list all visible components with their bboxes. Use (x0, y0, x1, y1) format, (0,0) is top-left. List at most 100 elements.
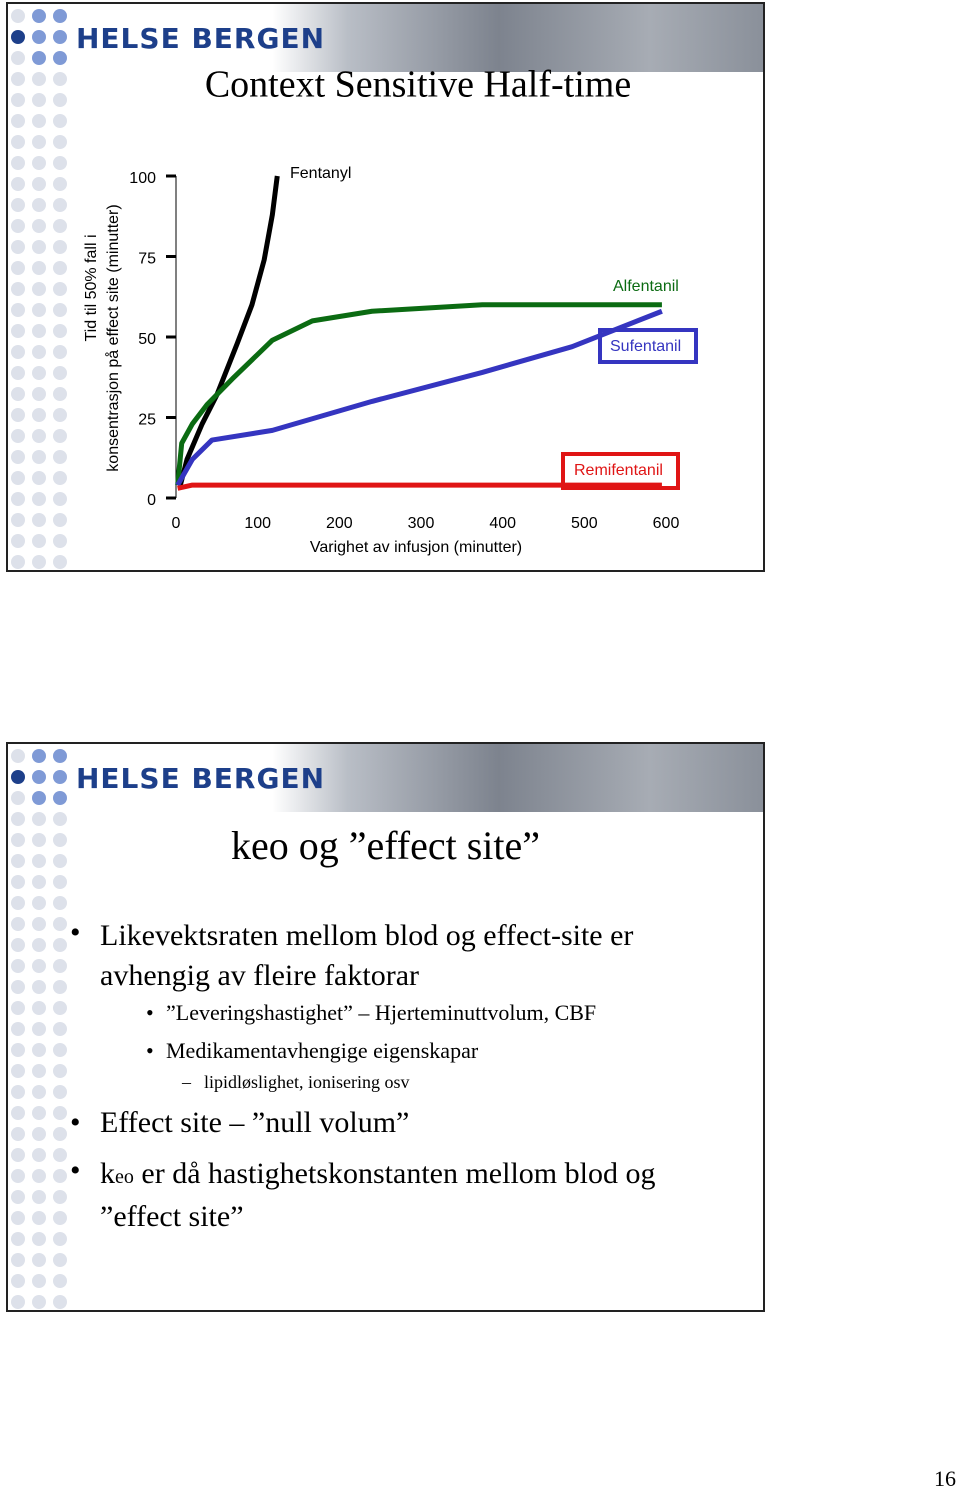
dot (53, 1274, 67, 1288)
dot (11, 555, 25, 569)
dot (11, 938, 25, 952)
dot (32, 770, 46, 784)
x-tick-label: 600 (653, 515, 680, 532)
dot (53, 1001, 67, 1015)
x-tick-label: 300 (408, 515, 435, 532)
dot (53, 282, 67, 296)
bullet-mark: • (70, 916, 81, 949)
dot (11, 513, 25, 527)
dot (32, 219, 46, 233)
dot (11, 1169, 25, 1183)
dot (53, 156, 67, 170)
bullet-mark: • (146, 1000, 154, 1025)
label-box (561, 452, 680, 490)
dot (32, 156, 46, 170)
dot (53, 896, 67, 910)
subscript: eo (115, 1166, 134, 1188)
dot (32, 1190, 46, 1204)
y-tick-label: 100 (129, 170, 156, 187)
dot (11, 1064, 25, 1078)
x-tick-label: 0 (172, 515, 181, 532)
dot (11, 1127, 25, 1141)
chart: Context Sensitive Half-time Tid til 50% … (83, 64, 698, 556)
dot (11, 1148, 25, 1162)
dot (11, 770, 25, 784)
text: er då hastighetskonstanten mellom blod o… (100, 1157, 663, 1233)
dot (11, 261, 25, 275)
header-band (8, 4, 763, 72)
dot (32, 1274, 46, 1288)
dot (11, 366, 25, 380)
page-number: 16 (934, 1466, 956, 1491)
bullet-mark: • (70, 1154, 81, 1187)
dot (32, 1043, 46, 1057)
dot (32, 1232, 46, 1246)
dot (32, 1106, 46, 1120)
series-label: Alfentanil (613, 278, 679, 295)
dot (53, 1022, 67, 1036)
dot (53, 261, 67, 275)
x-tick-label: 400 (489, 515, 516, 532)
dot (53, 93, 67, 107)
dot (11, 896, 25, 910)
dot (53, 471, 67, 485)
dot (11, 429, 25, 443)
dot (32, 1295, 46, 1309)
dot (53, 749, 67, 763)
dot (11, 875, 25, 889)
bullet-mark: – (182, 1072, 191, 1092)
dot (11, 534, 25, 548)
x-axis-label: Varighet av infusjon (minutter) (310, 539, 522, 556)
dot (11, 854, 25, 868)
dot (53, 770, 67, 784)
dot (11, 1190, 25, 1204)
dot (32, 324, 46, 338)
dot (53, 1064, 67, 1078)
bullet-mark: • (70, 1106, 81, 1139)
dot (32, 366, 46, 380)
dot (53, 345, 67, 359)
dot (53, 1169, 67, 1183)
series-line (175, 302, 662, 486)
dot (11, 324, 25, 338)
dot (11, 959, 25, 973)
dot (11, 1043, 25, 1057)
dot (32, 1253, 46, 1267)
dot (53, 51, 67, 65)
x-tick-label: 100 (244, 515, 271, 532)
sub-bullet: Medikamentavhengige eigenskapar (166, 1038, 479, 1063)
dot (11, 1022, 25, 1036)
dot (32, 980, 46, 994)
dot (11, 471, 25, 485)
slide: HELSE BERGEN Context Sensitive Half-time… (6, 2, 765, 572)
dot (11, 282, 25, 296)
dot (32, 875, 46, 889)
dot (53, 114, 67, 128)
dot (11, 980, 25, 994)
dot (11, 812, 25, 826)
dot (32, 9, 46, 23)
dot (32, 513, 46, 527)
series-label: Sufentanil (610, 338, 681, 355)
bullet: keo er då hastighetskonstanten mellom bl… (100, 1154, 720, 1237)
dots (11, 9, 67, 569)
dot (32, 282, 46, 296)
dot (11, 492, 25, 506)
y-tick-label: 25 (138, 412, 156, 429)
dot (32, 1211, 46, 1225)
dot (11, 387, 25, 401)
dot (32, 387, 46, 401)
dot (53, 875, 67, 889)
dot (53, 177, 67, 191)
dot (53, 366, 67, 380)
dot (11, 1001, 25, 1015)
dot (53, 513, 67, 527)
dot (32, 749, 46, 763)
dot (53, 812, 67, 826)
dot (11, 408, 25, 422)
dot (53, 1232, 67, 1246)
dot (32, 1022, 46, 1036)
dot (53, 980, 67, 994)
dot (11, 1085, 25, 1099)
dot (53, 1148, 67, 1162)
